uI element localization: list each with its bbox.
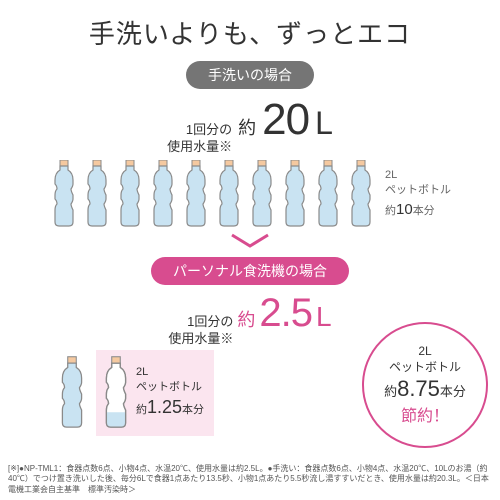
side-l3a: 約 (385, 205, 396, 217)
c-l1: 2L (418, 344, 431, 358)
usage-label: 1回分の 使用水量※ (167, 122, 232, 156)
bottle-icon (148, 160, 178, 228)
usage-label-2: 使用水量※ (168, 331, 233, 346)
handwash-value: 20 (262, 95, 309, 145)
handwash-pill: 手洗いの場合 (186, 61, 314, 89)
bottle-partial-icon (100, 356, 132, 430)
unit: L (316, 301, 332, 333)
side-l3b: 10 (396, 201, 413, 218)
usage-label-2: 使用水量※ (167, 139, 232, 154)
bottle-icon (247, 160, 277, 228)
main-title: 手洗いよりも、ずっとエコ (0, 0, 500, 61)
side-l3c: 本分 (413, 205, 435, 217)
handwash-usage: 1回分の 使用水量※ 約 20 L (18, 95, 482, 156)
circle-line3: 節約！ (401, 402, 449, 426)
approx-text: 約 (237, 306, 255, 332)
bottle-icon (346, 160, 376, 228)
savings-circle: 2L ペットボトル 約8.75本分 節約！ (362, 322, 488, 448)
handwash-bottles: 2L ペットボトル 約10本分 (18, 160, 482, 228)
box-l3c: 本分 (182, 404, 204, 416)
partial-label: 2L ペットボトル 約1.25本分 (136, 365, 204, 421)
bottle-icon (115, 160, 145, 228)
footnote: [※]●NP-TML1：食器点数6点、小物4点、水温20℃、使用水量は約2.5L… (8, 464, 492, 496)
bottle-icon (280, 160, 310, 228)
box-l1: 2L (136, 366, 148, 378)
usage-label-1: 1回分の (186, 122, 232, 137)
dishwasher-value: 2.5 (259, 291, 312, 336)
usage-label-1: 1回分の (187, 314, 233, 329)
usage-label: 1回分の 使用水量※ (168, 314, 233, 348)
circle-line2: 約8.75本分 (384, 376, 466, 402)
c-l3b: 8.75 (397, 376, 440, 401)
side-l2: ペットボトル (385, 184, 451, 196)
dishwasher-pill: パーソナル食洗機の場合 (151, 257, 349, 285)
handwash-side-label: 2L ペットボトル 約10本分 (385, 168, 451, 220)
bottle-icon (214, 160, 244, 228)
c-l3a: 約 (384, 384, 397, 399)
approx-text: 約 (238, 114, 256, 140)
bottle-icon (56, 356, 88, 430)
bottle-icon (82, 160, 112, 228)
bottle-icon (49, 160, 79, 228)
c-l2: ペットボトル (389, 360, 461, 374)
c-l3c: 本分 (440, 384, 466, 399)
chevron-down-icon (0, 232, 500, 255)
partial-bottle-box: 2L ペットボトル 約1.25本分 (96, 350, 214, 436)
circle-line1: 2L ペットボトル (389, 344, 461, 375)
handwash-section: 手洗いの場合 1回分の 使用水量※ 約 20 L 2L ペットボトル 約10本分 (0, 61, 500, 228)
bottle-icon (313, 160, 343, 228)
side-l1: 2L (385, 169, 397, 181)
box-l2: ペットボトル (136, 381, 202, 393)
unit: L (315, 105, 333, 142)
box-l3b: 1.25 (147, 397, 182, 417)
bottle-icon (181, 160, 211, 228)
box-l3a: 約 (136, 404, 147, 416)
